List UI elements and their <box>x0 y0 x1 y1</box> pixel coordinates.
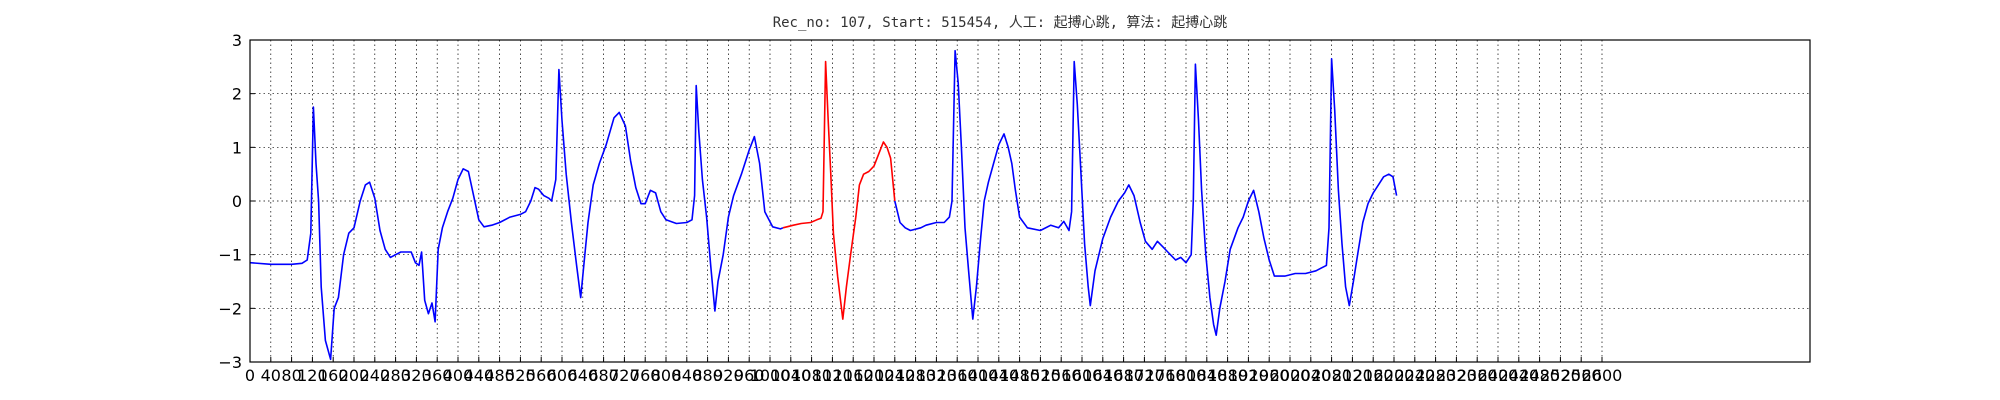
y-tick-label: 0 <box>232 192 242 211</box>
x-tick-label: 600 <box>547 366 578 385</box>
x-tick-label: 1800 <box>1166 366 1207 385</box>
x-tick-label: 40 <box>261 366 281 385</box>
chart-series <box>249 49 1398 361</box>
y-tick-label: 2 <box>232 85 242 104</box>
x-tick-label: 720 <box>609 366 640 385</box>
x-tick-label: 1960 <box>1249 366 1290 385</box>
x-tick-label: 280 <box>380 366 411 385</box>
x-tick-label: 1320 <box>916 366 957 385</box>
x-tick-label: 1720 <box>1124 366 1165 385</box>
x-tick-label: 1880 <box>1207 366 1248 385</box>
x-tick-label: 400 <box>443 366 474 385</box>
x-tick-label: 1440 <box>978 366 1019 385</box>
x-tick-label: 1680 <box>1103 366 1144 385</box>
x-tick-label: 760 <box>630 366 661 385</box>
x-tick-label: 840 <box>672 366 703 385</box>
x-tick-label: 80 <box>281 366 301 385</box>
x-tick-label: 2600 <box>1582 366 1623 385</box>
x-tick-label: 1080 <box>791 366 832 385</box>
x-tick-label: 1480 <box>999 366 1040 385</box>
x-tick-label: 480 <box>484 366 515 385</box>
x-tick-label: 2040 <box>1290 366 1331 385</box>
x-tick-label: 1400 <box>958 366 999 385</box>
chart-grid <box>249 39 1810 363</box>
x-tick-label: 2360 <box>1457 366 1498 385</box>
x-tick-label: 2120 <box>1332 366 1373 385</box>
x-tick-label: 640 <box>568 366 599 385</box>
x-tick-label: 2160 <box>1353 366 1394 385</box>
x-tick-label: 1000 <box>750 366 791 385</box>
x-tick-label: 1520 <box>1020 366 1061 385</box>
x-tick-label: 1760 <box>1145 366 1186 385</box>
x-tick-label: 680 <box>588 366 619 385</box>
x-tick-label: 2400 <box>1478 366 1519 385</box>
y-tick-label: 3 <box>232 31 242 50</box>
x-tick-label: 1200 <box>854 366 895 385</box>
ecg-signal-line-0 <box>249 68 784 361</box>
x-tick-label: 2480 <box>1519 366 1560 385</box>
x-tick-label: 1560 <box>1041 366 1082 385</box>
x-tick-label: 1920 <box>1228 366 1269 385</box>
x-tick-label: 1360 <box>937 366 978 385</box>
x-tick-label: 320 <box>401 366 432 385</box>
x-tick-label: 1040 <box>770 366 811 385</box>
x-tick-label: 960 <box>734 366 765 385</box>
x-tick-label: 2200 <box>1374 366 1415 385</box>
y-tick-label: −3 <box>218 353 242 372</box>
x-tick-label: 800 <box>651 366 682 385</box>
y-tick-label: −2 <box>218 299 242 318</box>
x-tick-label: 2440 <box>1498 366 1539 385</box>
x-tick-label: 2240 <box>1394 366 1435 385</box>
x-tick-label: 2320 <box>1436 366 1477 385</box>
x-axis: 0 40 8012016020024028032036040044048052056… <box>245 357 1622 385</box>
x-tick-label: 880 <box>692 366 723 385</box>
x-tick-label: 1840 <box>1186 366 1227 385</box>
x-tick-label: 2520 <box>1540 366 1581 385</box>
highlighted-beat-line-1 <box>782 60 896 320</box>
x-tick-label: 200 <box>339 366 370 385</box>
x-tick-label: 2000 <box>1270 366 1311 385</box>
x-tick-label: 2560 <box>1561 366 1602 385</box>
x-tick-label: 1640 <box>1082 366 1123 385</box>
x-tick-label: 560 <box>526 366 557 385</box>
x-tick-label: 2080 <box>1311 366 1352 385</box>
x-tick-label: 920 <box>713 366 744 385</box>
y-axis: −3 −2 −1 0 1 2 3 <box>218 31 255 372</box>
x-tick-label: 1240 <box>874 366 915 385</box>
x-tick-label: 120 <box>297 366 328 385</box>
x-tick-label: 360 <box>422 366 453 385</box>
x-tick-label: 240 <box>360 366 391 385</box>
x-tick-label: 1160 <box>833 366 874 385</box>
x-tick-label: 440 <box>464 366 495 385</box>
x-tick-label: 1600 <box>1062 366 1103 385</box>
chart-title: Rec_no: 107, Start: 515454, 人工: 起搏心跳, 算法… <box>772 15 1228 31</box>
y-tick-label: 1 <box>232 138 242 157</box>
x-tick-label: 1120 <box>812 366 853 385</box>
x-tick-label: 0 <box>245 366 255 385</box>
y-tick-label: −1 <box>218 246 242 265</box>
x-tick-label: 2280 <box>1415 366 1456 385</box>
ecg-signal-line-2 <box>894 49 1398 336</box>
x-tick-label: 1280 <box>895 366 936 385</box>
x-tick-label: 520 <box>505 366 536 385</box>
x-tick-label: 160 <box>318 366 349 385</box>
